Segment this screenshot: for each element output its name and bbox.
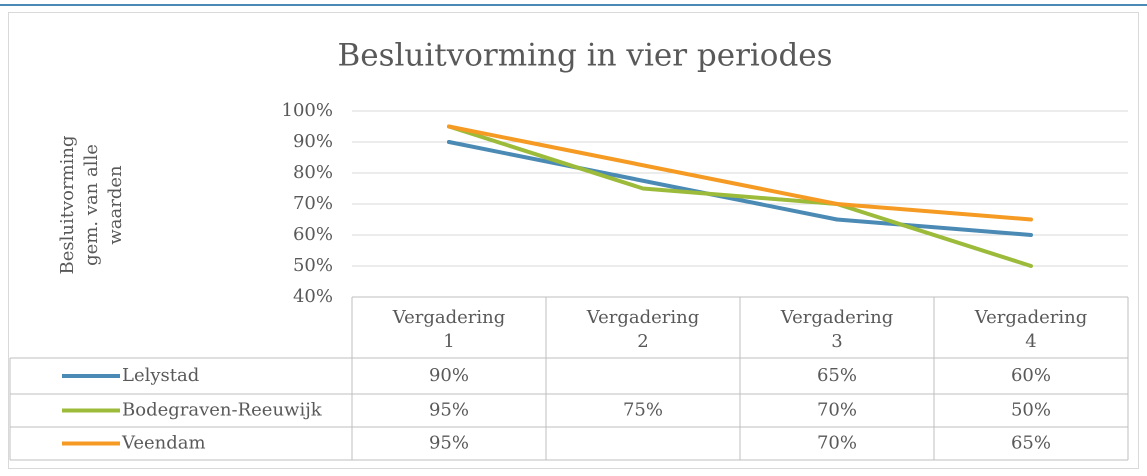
gap-connector — [447, 124, 839, 206]
table-value: 90% — [429, 365, 469, 386]
y-tick-label: 90% — [293, 131, 333, 152]
legend-label: Lelystad — [122, 365, 199, 386]
y-label-line: gem. van alle — [81, 144, 102, 266]
table-value: 95% — [429, 433, 469, 454]
table-value: 60% — [1011, 365, 1051, 386]
table-value: 75% — [623, 400, 663, 421]
y-tick-label: 50% — [293, 255, 333, 276]
table-value: 65% — [1011, 433, 1051, 454]
x-tick-label: Vergadering 1 — [392, 307, 506, 352]
legend-label: Veendam — [121, 433, 206, 454]
chart-title: Besluitvorming in vier periodes — [337, 38, 832, 74]
table-value: 70% — [817, 433, 857, 454]
y-tick-label: 80% — [293, 162, 333, 183]
x-tick-label: Vergadering 4 — [974, 307, 1088, 352]
y-tick-label: 60% — [293, 224, 333, 245]
chart-frame — [8, 12, 1139, 469]
y-label-line: waarden — [105, 165, 126, 245]
y-tick-label: 40% — [293, 286, 333, 307]
series-line — [835, 217, 1033, 237]
table-value: 50% — [1011, 400, 1051, 421]
y-label-line: Besluitvorming — [57, 135, 78, 274]
table-value: 65% — [817, 365, 857, 386]
gap-connector — [447, 140, 839, 222]
legend-label: Bodegraven-Reeuwijk — [122, 400, 323, 421]
table-value: 70% — [817, 400, 857, 421]
y-tick-label: 100% — [282, 100, 333, 121]
series-line — [447, 124, 1033, 268]
x-tick-label: Vergadering 2 — [586, 307, 700, 352]
y-tick-label: 70% — [293, 193, 333, 214]
series-line — [835, 202, 1033, 222]
x-tick-label: Vergadering 3 — [780, 307, 894, 352]
table-value: 95% — [429, 400, 469, 421]
y-axis-label: Besluitvorming gem. van alle waarden — [57, 135, 126, 274]
